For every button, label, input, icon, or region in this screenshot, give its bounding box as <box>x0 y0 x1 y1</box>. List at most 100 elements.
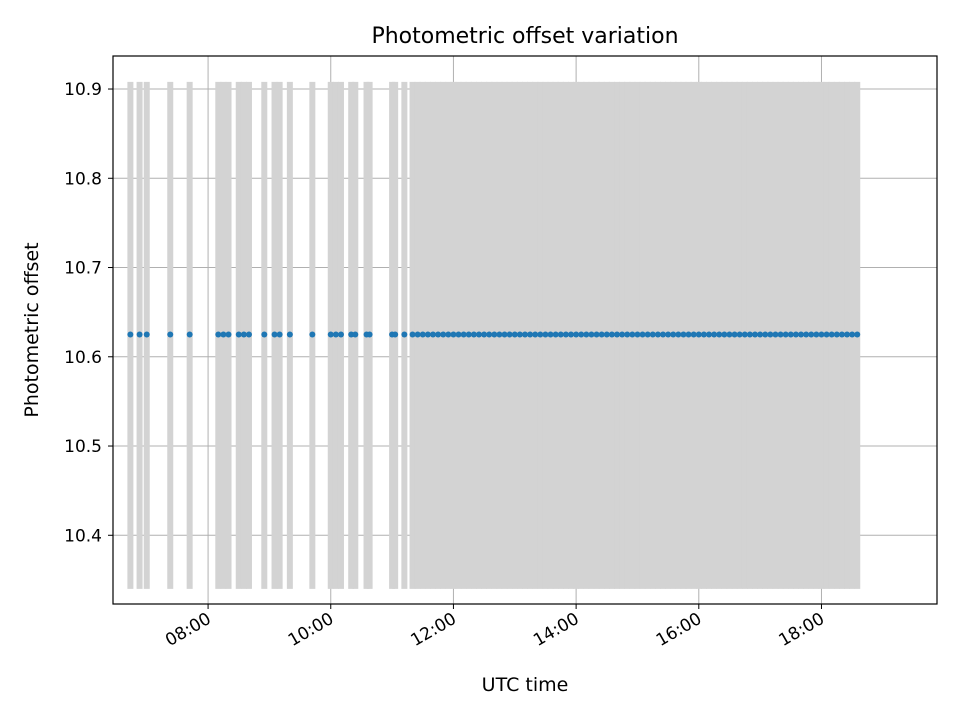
data-point <box>634 331 641 338</box>
data-point <box>649 331 656 338</box>
data-point <box>424 331 431 338</box>
data-point <box>578 331 585 338</box>
data-point <box>547 331 554 338</box>
y-tick-label: 10.6 <box>64 348 102 368</box>
data-point <box>772 331 779 338</box>
data-point <box>782 331 789 338</box>
y-tick-label: 10.7 <box>64 259 102 279</box>
data-point <box>706 331 713 338</box>
data-point <box>818 331 825 338</box>
data-point <box>721 331 728 338</box>
data-point <box>736 331 743 338</box>
data-point <box>271 331 278 338</box>
data-point <box>401 331 408 338</box>
data-point <box>823 331 830 338</box>
data-point <box>527 331 534 338</box>
data-point <box>838 331 845 338</box>
data-point <box>136 331 143 338</box>
data-point <box>562 331 569 338</box>
y-axis-label: Photometric offset <box>21 242 43 417</box>
data-point <box>767 331 774 338</box>
y-tick-label: 10.8 <box>64 169 102 189</box>
data-point <box>619 331 626 338</box>
data-point <box>245 331 252 338</box>
data-point <box>833 331 840 338</box>
data-point <box>639 331 646 338</box>
data-point <box>352 331 359 338</box>
data-point <box>700 331 707 338</box>
data-point <box>777 331 784 338</box>
data-point <box>392 331 399 338</box>
data-point <box>762 331 769 338</box>
data-point <box>429 331 436 338</box>
data-point <box>186 331 193 338</box>
data-point <box>624 331 631 338</box>
data-point <box>435 331 442 338</box>
data-point <box>440 331 447 338</box>
data-point <box>670 331 677 338</box>
data-point <box>491 331 498 338</box>
data-point <box>235 331 242 338</box>
data-point <box>286 331 293 338</box>
data-point <box>654 331 661 338</box>
data-point <box>675 331 682 338</box>
data-point <box>787 331 794 338</box>
data-point <box>588 331 595 338</box>
data-point <box>598 331 605 338</box>
data-point <box>167 331 174 338</box>
data-point <box>501 331 508 338</box>
data-point <box>603 331 610 338</box>
data-point <box>695 331 702 338</box>
data-point <box>309 331 316 338</box>
data-point <box>220 331 227 338</box>
chart-title: Photometric offset variation <box>371 24 678 49</box>
data-point <box>629 331 636 338</box>
data-point <box>506 331 513 338</box>
data-point <box>680 331 687 338</box>
data-point <box>792 331 799 338</box>
data-point <box>532 331 539 338</box>
data-point <box>516 331 523 338</box>
data-point <box>726 331 733 338</box>
data-point <box>409 331 416 338</box>
data-point <box>215 331 222 338</box>
y-tick-label: 10.9 <box>64 80 102 100</box>
y-axis-ticks: 10.4 10.5 10.6 10.7 10.8 10.9 <box>64 80 113 546</box>
data-point <box>557 331 564 338</box>
x-axis-label: UTC time <box>482 674 569 696</box>
data-point <box>552 331 559 338</box>
data-point <box>332 331 339 338</box>
y-tick-label: 10.4 <box>64 526 102 546</box>
data-point <box>366 331 373 338</box>
data-point <box>465 331 472 338</box>
data-point <box>143 331 150 338</box>
data-point <box>127 331 134 338</box>
data-point <box>690 331 697 338</box>
data-point <box>455 331 462 338</box>
data-point <box>327 331 334 338</box>
data-point <box>511 331 518 338</box>
data-point <box>665 331 672 338</box>
data-point <box>475 331 482 338</box>
data-point <box>583 331 590 338</box>
data-point <box>573 331 580 338</box>
data-point <box>496 331 503 338</box>
data-point <box>522 331 528 338</box>
data-point <box>568 331 575 338</box>
data-point <box>757 331 764 338</box>
data-point <box>414 331 421 338</box>
data-point <box>337 331 344 338</box>
data-point <box>711 331 718 338</box>
data-point <box>276 331 283 338</box>
data-point <box>731 331 738 338</box>
data-point <box>537 331 544 338</box>
data-point <box>225 331 232 338</box>
data-point <box>593 331 600 338</box>
data-point <box>460 331 467 338</box>
data-point <box>716 331 723 338</box>
data-point <box>798 331 805 338</box>
data-point <box>741 331 748 338</box>
data-point <box>746 331 753 338</box>
data-point <box>481 331 488 338</box>
